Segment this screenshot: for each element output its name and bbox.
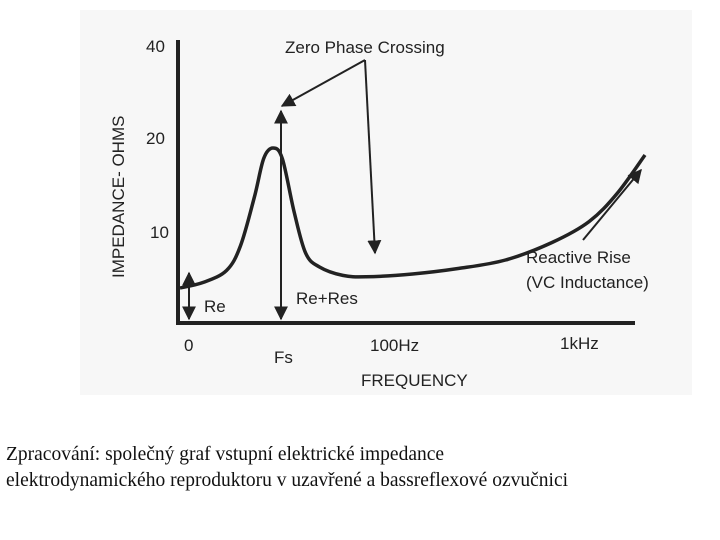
caption-line: Zpracování: společný graf vstupní elektr… bbox=[6, 444, 445, 465]
annotation-reactive-rise: Reactive Rise bbox=[526, 248, 631, 267]
fs-label: Fs bbox=[274, 348, 293, 367]
arrow-zero-phase-min bbox=[364, 59, 382, 255]
chart-svg: 40 20 10 IMPEDANCE- OHMS 0 Fs 100Hz 1kHz… bbox=[109, 37, 649, 390]
annotation-re-res: Re+Res bbox=[296, 289, 358, 308]
annotation-re: Re bbox=[204, 297, 226, 316]
y-tick-label: 10 bbox=[150, 223, 169, 242]
annotation-vc-inductance: (VC Inductance) bbox=[526, 273, 649, 292]
caption-line: elektrodynamického reproduktoru v uzavře… bbox=[6, 470, 569, 491]
x-tick-label: 100Hz bbox=[370, 336, 419, 355]
impedance-chart: 40 20 10 IMPEDANCE- OHMS 0 Fs 100Hz 1kHz… bbox=[80, 10, 692, 395]
x-axis-title: FREQUENCY bbox=[361, 371, 468, 390]
x-tick-label: 1kHz bbox=[560, 334, 599, 353]
arrow-zero-phase-peak bbox=[280, 59, 366, 107]
impedance-curve bbox=[179, 146, 647, 290]
y-tick-label: 40 bbox=[146, 37, 165, 56]
y-tick-label: 20 bbox=[146, 129, 165, 148]
y-axis-title: IMPEDANCE- OHMS bbox=[109, 116, 128, 278]
annotation-zero-phase: Zero Phase Crossing bbox=[285, 38, 445, 57]
arrow-reactive-rise bbox=[582, 168, 642, 241]
caption: Zpracování: společný graf vstupní elektr… bbox=[6, 442, 716, 494]
x-tick-label: 0 bbox=[184, 336, 193, 355]
